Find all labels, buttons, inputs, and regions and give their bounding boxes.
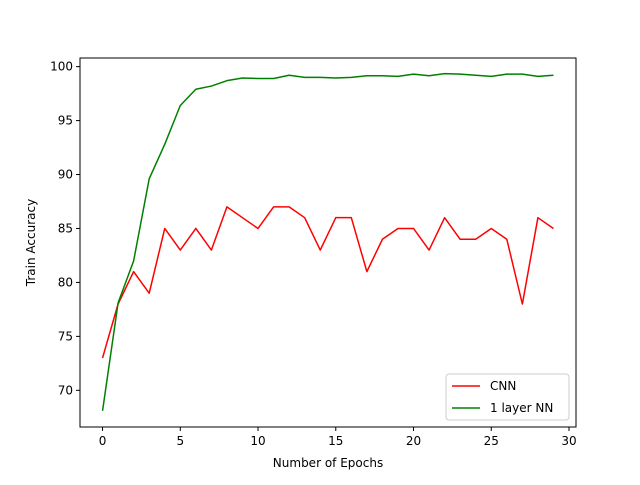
legend-label-1: 1 layer NN	[490, 401, 553, 415]
legend-label-0: CNN	[490, 379, 516, 393]
y-tick-label: 90	[58, 168, 73, 182]
x-tick-label: 5	[176, 434, 184, 448]
y-tick-label: 75	[58, 329, 73, 343]
y-axis: 70 75 80 85 90 95 100	[50, 60, 80, 397]
y-tick-label: 70	[58, 383, 73, 397]
plot-frame	[79, 57, 577, 428]
x-tick-label: 20	[406, 434, 421, 448]
x-tick-label: 30	[561, 434, 576, 448]
x-axis-label: Number of Epochs	[273, 456, 383, 470]
x-tick-label: 15	[328, 434, 343, 448]
x-axis: 0 5 10 15 20 25 30	[99, 427, 577, 448]
x-tick-label: 25	[484, 434, 499, 448]
series-layer	[101, 72, 554, 411]
y-tick-label: 100	[50, 60, 73, 74]
x-tick-label: 10	[250, 434, 265, 448]
series-line-1	[101, 72, 554, 411]
y-tick-label: 85	[58, 221, 73, 235]
x-tick-label: 0	[99, 434, 107, 448]
y-tick-label: 80	[58, 275, 73, 289]
series-line-0	[101, 206, 554, 359]
y-axis-label: Train Accuracy	[24, 199, 38, 287]
y-tick-label: 95	[58, 114, 73, 128]
legend: CNN 1 layer NN	[445, 373, 570, 421]
